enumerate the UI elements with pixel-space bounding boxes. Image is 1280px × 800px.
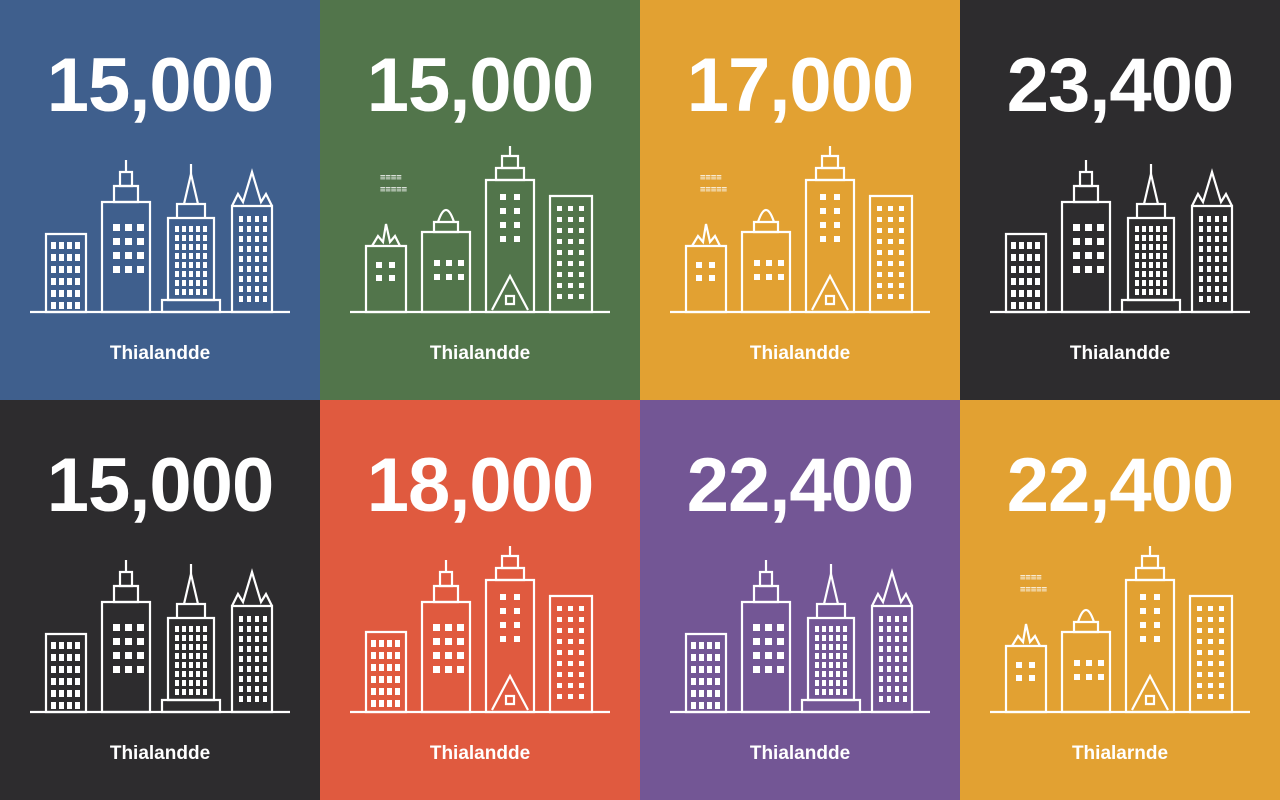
svg-text:≡≡≡≡: ≡≡≡≡: [700, 173, 722, 183]
svg-text:≡≡≡≡≡: ≡≡≡≡≡: [1020, 585, 1048, 595]
svg-text:≡≡≡≡≡: ≡≡≡≡≡: [700, 185, 728, 195]
tile-number: 17,000: [686, 43, 914, 128]
tile-label: Thialandde: [1069, 343, 1171, 364]
tile-5: 15,000 Thialandde: [0, 400, 320, 800]
tile-number: 22,400: [686, 443, 914, 528]
tile-label: Thialandde: [429, 743, 531, 764]
svg-text:≡≡≡≡: ≡≡≡≡: [1020, 573, 1042, 583]
tile-number: 23,400: [1006, 43, 1234, 128]
tile-2: 15,000 ≡≡≡≡ ≡≡≡≡≡ Thialandde: [320, 0, 640, 400]
tile-label: Thialandde: [749, 343, 851, 364]
tile-1: 15,000 Thialandde: [0, 0, 320, 400]
tile-number: 15,000: [46, 43, 274, 128]
tile-number: 15,000: [46, 443, 274, 528]
tile-number: 18,000: [366, 443, 594, 528]
tile-3: 17,000 ≡≡≡≡ ≡≡≡≡≡ Thialandde: [640, 0, 960, 400]
tile-7: 22,400 Thialandde: [640, 400, 960, 800]
tile-6: 18,000 Thialandde: [320, 400, 640, 800]
svg-text:≡≡≡≡≡: ≡≡≡≡≡: [380, 185, 408, 195]
svg-text:≡≡≡≡: ≡≡≡≡: [380, 173, 402, 183]
tile-label: Thialandde: [109, 343, 211, 364]
tile-label: Thialarnde: [1071, 743, 1169, 764]
tile-8: 22,400 ≡≡≡≡ ≡≡≡≡≡ Thialarnde: [960, 400, 1280, 800]
tile-number: 15,000: [366, 43, 594, 128]
tile-number: 22,400: [1006, 443, 1234, 528]
tile-4: 23,400 Thialandde: [960, 0, 1280, 400]
tile-label: Thialandde: [429, 343, 531, 364]
tile-label: Thialandde: [749, 743, 851, 764]
tile-label: Thialandde: [109, 743, 211, 764]
